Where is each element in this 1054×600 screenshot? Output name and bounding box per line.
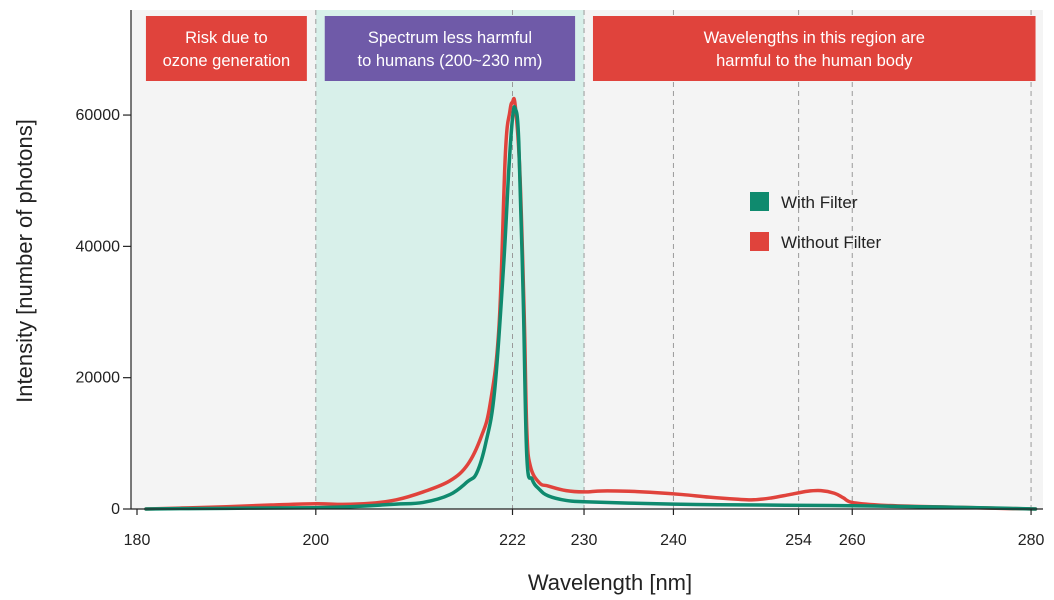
region-banner: Spectrum less harmful to humans (200~230 …: [324, 16, 576, 81]
y-tick-label: 60000: [76, 107, 121, 124]
legend-swatch: [750, 232, 769, 251]
series-line-with-filter: [144, 105, 1038, 511]
legend-item: With Filter: [750, 192, 858, 212]
y-tick-label: 0: [111, 501, 120, 518]
x-tick-label: 260: [839, 532, 866, 549]
region-banner-box: [324, 16, 576, 81]
x-tick-label: 200: [302, 532, 329, 549]
region-banner-text: Spectrum less harmful: [368, 29, 532, 47]
y-axis-title: Intensity [number of photons]: [12, 119, 37, 403]
x-tick-label: 254: [785, 532, 812, 549]
legend-swatch: [750, 192, 769, 211]
region-banner-box: [145, 16, 307, 81]
region-banner-text: harmful to the human body: [716, 52, 913, 70]
y-tick-label: 40000: [76, 238, 121, 255]
x-tick-label: 280: [1018, 532, 1045, 549]
region-banner: Risk due to ozone generation: [145, 16, 307, 81]
region-banner: Wavelengths in this region are harmful to…: [592, 16, 1036, 81]
legend-item: Without Filter: [750, 232, 881, 252]
plot-background: [131, 10, 1043, 509]
legend-label: With Filter: [781, 193, 858, 212]
region-banner-text: Wavelengths in this region are: [704, 29, 925, 47]
x-tick-label: 240: [660, 532, 687, 549]
x-tick-label: 230: [571, 532, 598, 549]
region-banner-text: to humans (200~230 nm): [358, 52, 543, 70]
region-banner-text: ozone generation: [163, 52, 291, 70]
region-banner-box: [592, 16, 1036, 81]
x-tick-label: 222: [499, 532, 526, 549]
region-banner-text: Risk due to: [185, 29, 268, 47]
series-line-without-filter: [144, 96, 1038, 511]
x-tick-label: 180: [124, 532, 151, 549]
x-axis-title: Wavelength [nm]: [528, 570, 692, 595]
legend-label: Without Filter: [781, 233, 881, 252]
safe-band: [315, 10, 585, 509]
y-tick-label: 20000: [76, 370, 121, 387]
